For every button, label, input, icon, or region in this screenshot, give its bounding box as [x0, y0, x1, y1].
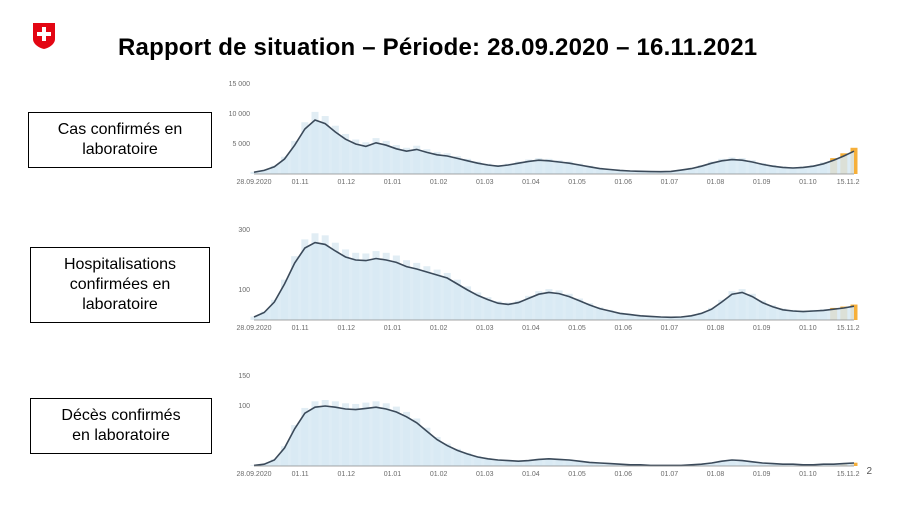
svg-text:01.04: 01.04 [522, 179, 540, 186]
svg-text:01.09: 01.09 [753, 179, 771, 186]
hosp-label-box: Hospitalisationsconfirmées enlaboratoire [30, 247, 210, 323]
svg-text:01.08: 01.08 [707, 325, 725, 332]
svg-text:300: 300 [238, 227, 250, 234]
cases-chart: 5 000 10 000 15 000 28.09.2020 01.11 01.12 01.… [220, 78, 860, 190]
svg-text:01.02: 01.02 [430, 179, 448, 186]
svg-text:15.11.2021: 15.11.2021 [837, 179, 860, 186]
svg-text:01.06: 01.06 [614, 179, 632, 186]
svg-text:01.07: 01.07 [661, 325, 679, 332]
svg-text:01.05: 01.05 [568, 179, 586, 186]
svg-text:01.11: 01.11 [292, 471, 309, 478]
deaths-label: Décès confirmésen laboratoire [61, 406, 180, 446]
svg-text:15.11.2021: 15.11.2021 [837, 325, 860, 332]
svg-text:01.12: 01.12 [338, 325, 356, 332]
svg-text:28.09.2020: 28.09.2020 [236, 325, 271, 332]
deaths-label-box: Décès confirmésen laboratoire [30, 398, 212, 454]
svg-text:01.01: 01.01 [384, 325, 402, 332]
svg-text:01.12: 01.12 [338, 179, 356, 186]
svg-text:01.06: 01.06 [614, 325, 632, 332]
svg-text:01.02: 01.02 [430, 471, 448, 478]
svg-text:01.07: 01.07 [661, 179, 679, 186]
svg-text:01.03: 01.03 [476, 471, 494, 478]
swiss-shield-icon [32, 22, 56, 46]
svg-text:01.09: 01.09 [753, 471, 771, 478]
svg-text:15.11.2021: 15.11.2021 [837, 471, 860, 478]
svg-text:28.09.2020: 28.09.2020 [236, 471, 271, 478]
page-title: Rapport de situation – Période: 28.09.20… [118, 34, 757, 62]
svg-text:100: 100 [238, 287, 250, 294]
svg-text:01.01: 01.01 [384, 471, 402, 478]
svg-text:01.09: 01.09 [753, 325, 771, 332]
svg-text:01.12: 01.12 [338, 471, 356, 478]
svg-text:01.11: 01.11 [292, 179, 309, 186]
svg-text:01.03: 01.03 [476, 325, 494, 332]
svg-text:01.10: 01.10 [799, 179, 817, 186]
svg-text:01.04: 01.04 [522, 471, 540, 478]
svg-text:01.06: 01.06 [614, 471, 632, 478]
svg-text:01.04: 01.04 [522, 325, 540, 332]
svg-text:01.10: 01.10 [799, 471, 817, 478]
svg-text:01.08: 01.08 [707, 471, 725, 478]
hosp-chart: 100 300 28.09.2020 01.11 01.12 01.01 01.02 01.0… [220, 224, 860, 336]
svg-text:01.05: 01.05 [568, 471, 586, 478]
svg-text:10 000: 10 000 [229, 111, 251, 118]
page-number: 2 [866, 466, 872, 477]
svg-text:5 000: 5 000 [232, 141, 250, 148]
svg-text:100: 100 [238, 403, 250, 410]
svg-text:01.02: 01.02 [430, 325, 448, 332]
svg-text:15 000: 15 000 [229, 81, 251, 88]
svg-text:01.08: 01.08 [707, 179, 725, 186]
svg-text:01.01: 01.01 [384, 179, 402, 186]
deaths-chart: 100 150 28.09.2020 01.11 01.12 01.01 01.02 01.0… [220, 370, 860, 482]
hosp-label: Hospitalisationsconfirmées enlaboratoire [64, 255, 176, 315]
svg-text:01.03: 01.03 [476, 179, 494, 186]
svg-text:01.05: 01.05 [568, 325, 586, 332]
svg-text:28.09.2020: 28.09.2020 [236, 179, 271, 186]
cases-label-box: Cas confirmés enlaboratoire [28, 112, 212, 168]
svg-text:01.07: 01.07 [661, 471, 679, 478]
svg-text:01.10: 01.10 [799, 325, 817, 332]
cases-label: Cas confirmés enlaboratoire [58, 120, 183, 160]
svg-text:01.11: 01.11 [292, 325, 309, 332]
svg-text:150: 150 [238, 373, 250, 380]
